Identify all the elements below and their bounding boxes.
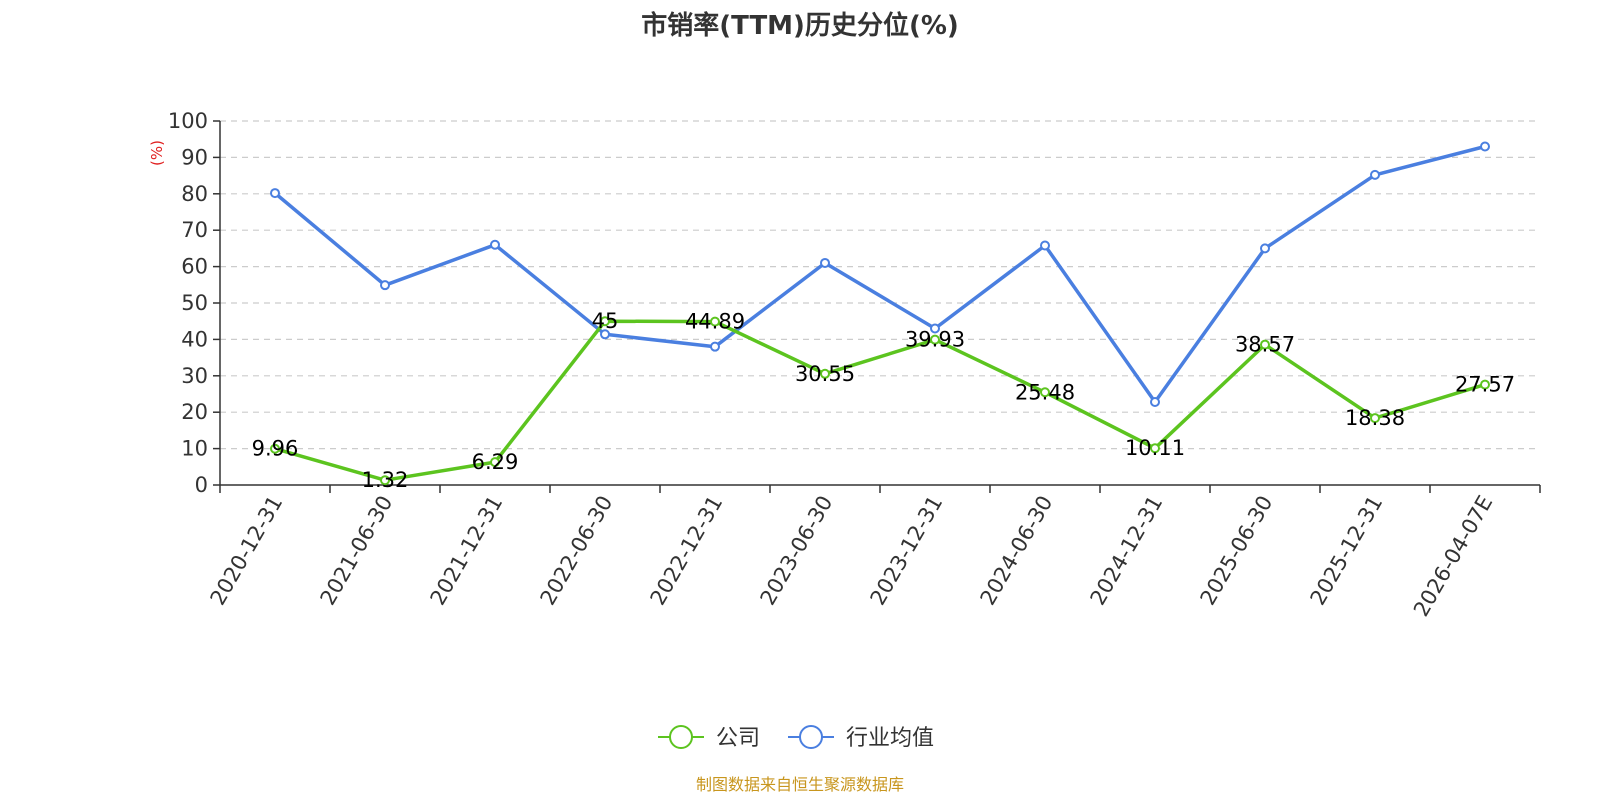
y-tick-label: 20 bbox=[181, 400, 208, 424]
data-label: 45 bbox=[592, 309, 619, 333]
x-tick-label: 2025-06-30 bbox=[1196, 492, 1278, 610]
series-0-point[interactable] bbox=[270, 443, 280, 454]
series-1-point[interactable] bbox=[380, 280, 390, 291]
data-label: 6.29 bbox=[472, 450, 519, 474]
series-0-point[interactable] bbox=[710, 316, 720, 327]
series-lines bbox=[273, 144, 1486, 482]
series-0-point[interactable] bbox=[930, 334, 940, 345]
x-tick-label: 2026-04-07E bbox=[1409, 492, 1497, 621]
legend-marker bbox=[669, 725, 693, 749]
series-0-point[interactable] bbox=[820, 368, 830, 379]
legend-item-1[interactable]: 行业均值 bbox=[788, 725, 934, 751]
gridlines bbox=[220, 120, 1540, 450]
data-label: 38.57 bbox=[1235, 333, 1295, 357]
x-tick-label: 2025-12-31 bbox=[1306, 492, 1388, 610]
data-label: 39.93 bbox=[905, 328, 965, 352]
y-tick-label: 50 bbox=[181, 291, 208, 315]
x-tick-labels: 2020-12-31 2021-06-30 2021-12-31 2022-06-30… bbox=[206, 492, 1498, 621]
y-tick-label: 70 bbox=[181, 218, 208, 242]
data-label: 10.11 bbox=[1125, 436, 1185, 460]
y-tick-label: 10 bbox=[181, 437, 208, 461]
data-label: 44.89 bbox=[685, 310, 745, 334]
x-tick-label: 2022-12-31 bbox=[646, 492, 728, 610]
y-tick-label: 0 bbox=[195, 473, 208, 497]
series-0-point[interactable] bbox=[490, 457, 500, 468]
series-1-point[interactable] bbox=[930, 323, 940, 334]
x-tick-label: 2020-12-31 bbox=[206, 492, 288, 610]
series-0-point[interactable] bbox=[1260, 339, 1270, 350]
data-label: 27.57 bbox=[1455, 373, 1515, 397]
legend-item-0[interactable]: 公司 bbox=[658, 725, 760, 751]
x-tick-label: 2024-06-30 bbox=[976, 492, 1058, 610]
series-0-point[interactable] bbox=[1150, 443, 1160, 454]
data-labels: 9.96 1.32 6.29 45 44.89 30.55 39.93 25.48 10.11 3… bbox=[252, 309, 1515, 492]
legend-marker bbox=[799, 725, 823, 749]
source-note: 制图数据来自恒生聚源数据库 bbox=[696, 775, 904, 794]
series-1-point[interactable] bbox=[270, 188, 280, 199]
series-1-point[interactable] bbox=[1260, 243, 1270, 254]
series-0-point[interactable] bbox=[1480, 379, 1490, 390]
chart-title: 市销率(TTM)历史分位(%) bbox=[641, 10, 959, 41]
data-label: 9.96 bbox=[252, 437, 299, 461]
series-points bbox=[270, 141, 1490, 486]
data-label: 30.55 bbox=[795, 362, 855, 386]
series-0-point[interactable] bbox=[1040, 387, 1050, 398]
legend-label: 行业均值 bbox=[846, 726, 934, 751]
series-1-point[interactable] bbox=[1150, 397, 1160, 408]
x-tick-label: 2023-12-31 bbox=[866, 492, 948, 610]
series-1-point[interactable] bbox=[1370, 169, 1380, 180]
data-label: 1.32 bbox=[362, 468, 409, 492]
y-tick-labels: 0 10 20 30 40 50 60 70 80 90 100 bbox=[168, 109, 208, 497]
x-tick-label: 2023-06-30 bbox=[756, 492, 838, 610]
series-1-point[interactable] bbox=[490, 239, 500, 250]
x-tick-label: 2022-06-30 bbox=[536, 492, 618, 610]
x-tick-label: 2024-12-31 bbox=[1086, 492, 1168, 610]
y-tick-label: 90 bbox=[181, 145, 208, 169]
y-tick-label: 60 bbox=[181, 255, 208, 279]
series-0-point[interactable] bbox=[600, 316, 610, 327]
series-1-point[interactable] bbox=[600, 329, 610, 340]
y-tick-label: 30 bbox=[181, 364, 208, 388]
x-tick-label: 2021-12-31 bbox=[426, 492, 508, 610]
y-tick-label: 80 bbox=[181, 182, 208, 206]
data-label: 25.48 bbox=[1015, 380, 1075, 404]
series-1-point[interactable] bbox=[1040, 240, 1050, 251]
y-tick-label: 40 bbox=[181, 327, 208, 351]
axes bbox=[213, 120, 1541, 493]
x-tick-label: 2021-06-30 bbox=[316, 492, 398, 610]
y-tick-label: 100 bbox=[168, 109, 208, 133]
series-1-point[interactable] bbox=[710, 341, 720, 352]
series-0-point[interactable] bbox=[1370, 413, 1380, 424]
data-label: 18.38 bbox=[1345, 406, 1405, 430]
y-axis-label: (%) bbox=[148, 140, 166, 166]
series-0-point[interactable] bbox=[380, 475, 390, 486]
series-1-point[interactable] bbox=[820, 257, 830, 268]
legend[interactable]: 公司 行业均值 bbox=[658, 725, 934, 751]
series-line-0 bbox=[274, 319, 1486, 482]
legend-label: 公司 bbox=[716, 726, 760, 751]
series-1-point[interactable] bbox=[1480, 141, 1490, 152]
series-line-1 bbox=[273, 144, 1486, 404]
